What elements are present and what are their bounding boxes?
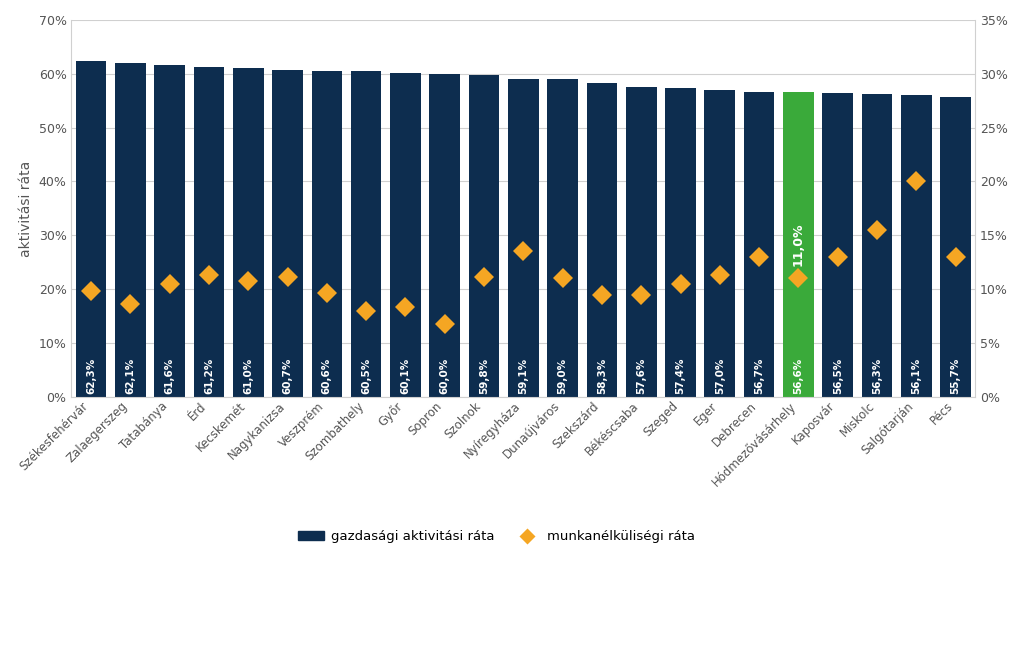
Bar — [783, 92, 813, 397]
Bar — [861, 94, 892, 397]
Bar — [76, 61, 106, 397]
Bar — [233, 68, 264, 397]
Text: 55,7%: 55,7% — [950, 358, 961, 394]
Text: 62,3%: 62,3% — [86, 358, 96, 394]
Bar — [272, 70, 303, 397]
Bar — [390, 73, 420, 397]
Bar — [154, 65, 185, 397]
Bar — [508, 79, 539, 397]
Bar — [115, 63, 145, 397]
Text: 56,3%: 56,3% — [872, 358, 882, 394]
Text: 60,5%: 60,5% — [361, 358, 371, 394]
Text: 60,6%: 60,6% — [322, 358, 331, 394]
Text: 11,0%: 11,0% — [792, 222, 805, 267]
Text: 56,6%: 56,6% — [794, 358, 803, 394]
Text: 59,8%: 59,8% — [479, 358, 489, 394]
Bar — [547, 79, 578, 397]
Text: 58,3%: 58,3% — [597, 358, 607, 394]
Text: 57,4%: 57,4% — [675, 357, 685, 394]
Bar — [901, 95, 932, 397]
Text: 56,7%: 56,7% — [754, 358, 764, 394]
Text: 59,0%: 59,0% — [558, 358, 568, 394]
Legend: gazdasági aktivitási ráta, munkanélküliségi ráta: gazdasági aktivitási ráta, munkanélkülis… — [293, 525, 700, 548]
Bar — [586, 83, 617, 397]
Bar — [312, 71, 342, 397]
Text: 59,1%: 59,1% — [519, 358, 528, 394]
Text: 57,6%: 57,6% — [636, 358, 647, 394]
Bar — [940, 97, 971, 397]
Text: 60,0%: 60,0% — [440, 358, 450, 394]
Bar — [351, 71, 382, 397]
Bar — [705, 90, 736, 397]
Text: 60,1%: 60,1% — [400, 358, 410, 394]
Text: 61,0%: 61,0% — [243, 358, 254, 394]
Text: 60,7%: 60,7% — [282, 358, 293, 394]
Text: 62,1%: 62,1% — [126, 358, 135, 394]
Bar — [626, 87, 657, 397]
Text: 56,1%: 56,1% — [911, 358, 922, 394]
Text: 61,2%: 61,2% — [204, 358, 214, 394]
Bar — [744, 92, 774, 397]
Bar — [469, 75, 499, 397]
Bar — [193, 67, 224, 397]
Bar — [822, 93, 853, 397]
Text: 56,5%: 56,5% — [833, 358, 843, 394]
Bar — [430, 74, 460, 397]
Y-axis label: aktivitási ráta: aktivitási ráta — [19, 160, 33, 257]
Text: 57,0%: 57,0% — [715, 358, 725, 394]
Bar — [665, 88, 696, 397]
Text: 61,6%: 61,6% — [165, 358, 175, 394]
